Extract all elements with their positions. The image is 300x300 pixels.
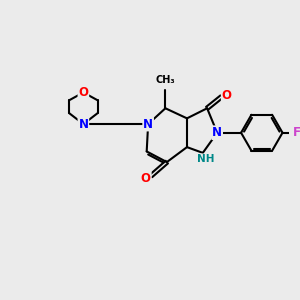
Text: O: O (222, 89, 232, 102)
Text: N: N (212, 126, 222, 139)
Text: CH₃: CH₃ (156, 75, 175, 85)
Text: N: N (143, 118, 153, 130)
Text: O: O (141, 172, 151, 185)
Text: NH: NH (197, 154, 214, 164)
Text: O: O (78, 86, 88, 99)
Text: N: N (78, 118, 88, 130)
Text: F: F (293, 126, 300, 139)
